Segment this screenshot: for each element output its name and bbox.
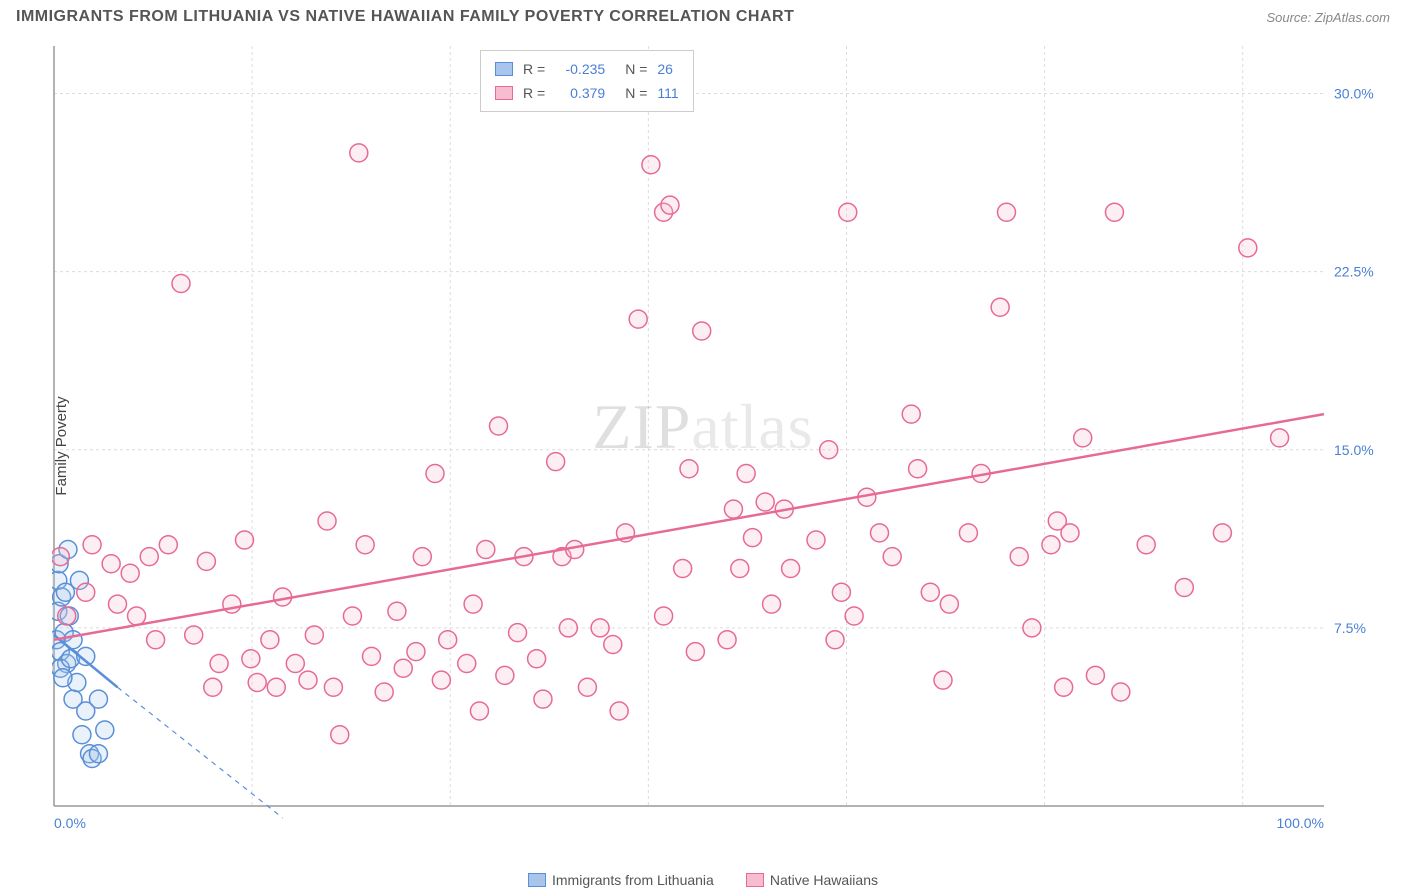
r-label: R = bbox=[523, 57, 545, 81]
r-value: -0.235 bbox=[551, 57, 605, 81]
scatter-plot-svg: 7.5% 15.0% 22.5% 30.0% 0.0% 100.0% bbox=[52, 44, 1388, 844]
chart-area: 7.5% 15.0% 22.5% 30.0% 0.0% 100.0% bbox=[52, 44, 1388, 844]
svg-text:0.0%: 0.0% bbox=[54, 815, 86, 831]
legend-swatch bbox=[746, 873, 764, 887]
chart-source: Source: ZipAtlas.com bbox=[1266, 10, 1390, 25]
series-legend-label: Native Hawaiians bbox=[770, 872, 878, 888]
n-label: N = bbox=[625, 57, 647, 81]
n-value: 26 bbox=[657, 57, 673, 81]
svg-text:15.0%: 15.0% bbox=[1334, 442, 1374, 458]
svg-text:30.0%: 30.0% bbox=[1334, 86, 1374, 102]
stats-legend-row: R = -0.235 N = 26 bbox=[495, 57, 679, 81]
r-value: 0.379 bbox=[551, 81, 605, 105]
chart-title: IMMIGRANTS FROM LITHUANIA VS NATIVE HAWA… bbox=[16, 8, 794, 26]
r-label: R = bbox=[523, 81, 545, 105]
n-label: N = bbox=[625, 81, 647, 105]
stats-legend: R = -0.235 N = 26 R = 0.379 N = 111 bbox=[480, 50, 694, 112]
series-legend-item: Native Hawaiians bbox=[746, 872, 878, 888]
n-value: 111 bbox=[657, 81, 678, 105]
chart-header: IMMIGRANTS FROM LITHUANIA VS NATIVE HAWA… bbox=[0, 0, 1406, 30]
stats-legend-row: R = 0.379 N = 111 bbox=[495, 81, 679, 105]
series-legend-label: Immigrants from Lithuania bbox=[552, 872, 714, 888]
series-legend: Immigrants from Lithuania Native Hawaiian… bbox=[528, 872, 878, 888]
legend-swatch bbox=[495, 62, 513, 76]
svg-text:7.5%: 7.5% bbox=[1334, 620, 1366, 636]
svg-text:22.5%: 22.5% bbox=[1334, 264, 1374, 280]
legend-swatch bbox=[528, 873, 546, 887]
legend-swatch bbox=[495, 86, 513, 100]
svg-text:100.0%: 100.0% bbox=[1277, 815, 1324, 831]
series-legend-item: Immigrants from Lithuania bbox=[528, 872, 714, 888]
